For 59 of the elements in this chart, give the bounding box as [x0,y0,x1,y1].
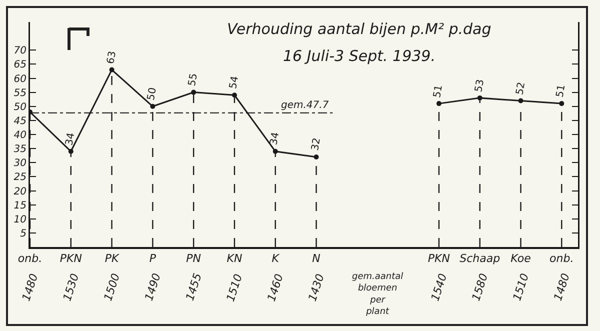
text: 1455 [183,272,204,302]
data-label: 34 [64,132,78,146]
x-tick-label: PN [186,252,202,266]
x-tick-label: PK [104,252,120,266]
y-tick-label: 65 [14,60,26,71]
data-label: 34 [268,131,282,146]
x-tick-label: PKN [428,252,450,266]
text: 1530 [60,272,82,303]
y-tick-label: 35 [14,144,26,156]
y-tick-label: 10 [14,214,26,226]
x-tick-label: Schaap [460,252,500,266]
data-label: 51 [554,84,568,98]
x-tick-label: Koe [510,252,532,266]
data-label: 63 [106,50,119,65]
data-label: 54 [228,75,242,90]
point [191,90,196,95]
text: 1510 [224,272,245,304]
point [314,154,319,160]
chart-title: Verhouding aantal bijen p.M² p.dag [227,20,492,38]
x-tick-label: onb. [18,252,42,266]
ref-line-label: gem.47.7 [281,100,330,111]
y-tick-label: 5 [20,228,26,240]
text: 1430 [306,272,327,303]
text: 1460 [264,272,286,304]
data-label: 53 [473,78,487,94]
x-tick-label: PKN [60,252,82,266]
data-label: 32 [310,137,323,152]
text: 1510 [510,272,532,302]
y-tick-label: 70 [14,46,26,57]
data-label: 50 [146,86,159,102]
x-tick-label: onb. [550,252,574,266]
data-label: 51 [432,84,445,99]
y-tick-label: 15 [14,200,26,212]
text: 16 Juli-3 Sept. 1939. [283,47,436,65]
x-tick-label: K [272,252,280,266]
text: 1580 [470,272,491,303]
x-tick-label: P [149,252,156,266]
y-tick-label: 25 [14,172,26,184]
y-tick-label: 40 [14,130,26,141]
text: 1480 [551,272,572,302]
text: gem.aantal bloemen per plant [352,272,404,318]
y-tick-label: 60 [14,74,26,85]
point [109,67,114,72]
x-tick-label: KN [226,252,242,266]
y-tick-label: 45 [14,116,26,127]
y-tick-label: 50 [14,102,26,113]
y-tick-label: 20 [14,186,26,198]
point [436,101,442,106]
text: 1500 [101,272,123,303]
y-tick-label: 55 [14,88,26,99]
text: 1490 [142,272,164,302]
data-label: 52 [514,81,528,96]
text: 1540 [428,272,450,303]
x-tick-label: N [312,252,320,266]
point [559,101,564,106]
text: 1480 [20,272,41,303]
y-tick-label: 30 [14,158,26,170]
point [150,104,156,109]
data-label: 55 [186,72,200,88]
